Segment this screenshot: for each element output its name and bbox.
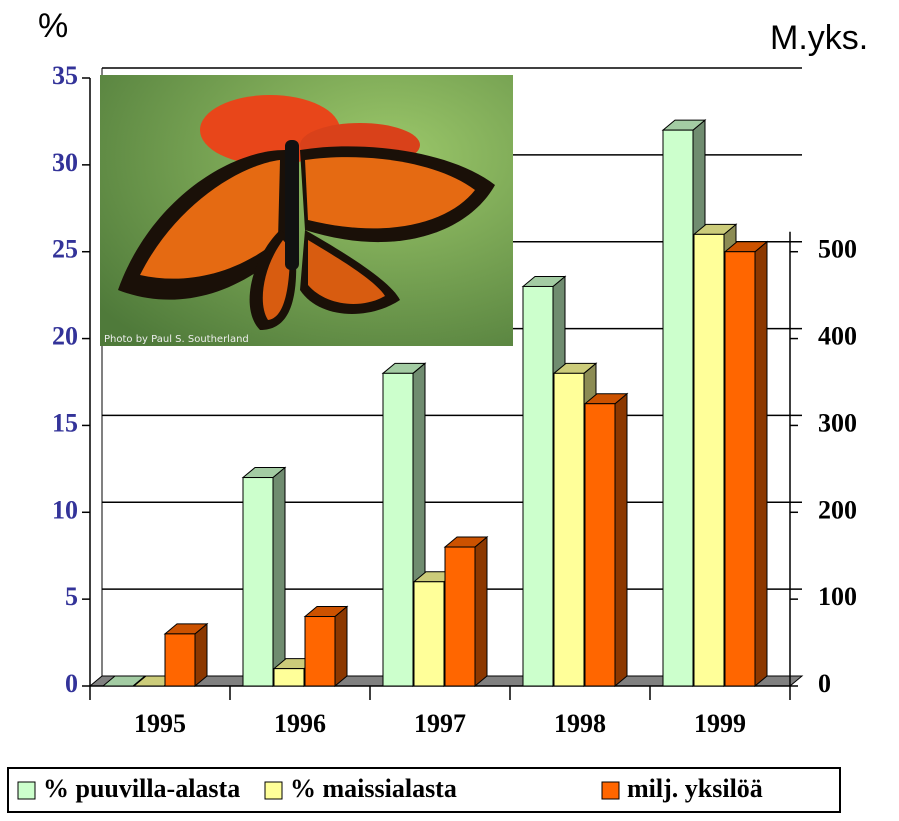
- y-tick-label: 20: [52, 322, 78, 351]
- legend-swatch: [18, 782, 35, 799]
- bar: [663, 130, 693, 686]
- y-tick-label: 15: [52, 408, 78, 437]
- y-axis-unit: %: [38, 7, 68, 45]
- y2-tick-label: 400: [818, 322, 857, 351]
- y2-axis-unit: M.yks.: [770, 19, 868, 57]
- x-tick-label: 1997: [414, 709, 466, 738]
- chart: % M.yks. 0 5 10 15 20 25 30 35 0 100 200 300 400 500 1…: [0, 0, 899, 816]
- y-tick-label: 30: [52, 148, 78, 177]
- y-tick-label: 0: [65, 669, 78, 698]
- bar: [243, 478, 273, 686]
- y2-tick-label: 100: [818, 582, 857, 611]
- bar: [523, 286, 553, 686]
- bar-side: [615, 394, 627, 686]
- bar: [414, 582, 444, 686]
- x-tick-label: 1995: [134, 709, 186, 738]
- legend-label: % puuvilla-alasta: [43, 774, 240, 803]
- photo-credit: Photo by Paul S. Southerland: [104, 334, 249, 345]
- y-tick-label: 35: [52, 61, 78, 90]
- bar: [445, 547, 475, 686]
- y2-tick-label: 500: [818, 235, 857, 264]
- legend-swatch: [602, 782, 619, 799]
- bar: [305, 617, 335, 686]
- bar-side: [475, 537, 487, 686]
- bar-side: [755, 242, 767, 686]
- y2-tick-label: 0: [818, 669, 831, 698]
- y2-tick-label: 200: [818, 495, 857, 524]
- bar: [694, 234, 724, 686]
- bar: [383, 373, 413, 686]
- x-tick-label: 1999: [694, 709, 746, 738]
- x-tick-label: 1998: [554, 709, 606, 738]
- bar: [725, 252, 755, 686]
- y-tick-label: 10: [52, 495, 78, 524]
- bar: [165, 634, 195, 686]
- bar: [585, 404, 615, 686]
- legend-label: milj. yksilöä: [627, 774, 763, 803]
- legend-label: % maissialasta: [290, 774, 457, 803]
- y-tick-label: 5: [65, 582, 78, 611]
- bar: [274, 669, 304, 686]
- bar-side: [273, 468, 285, 686]
- bar: [554, 373, 584, 686]
- photo: Photo by Paul S. Southerland: [100, 75, 513, 346]
- y2-tick-label: 300: [818, 408, 857, 437]
- legend-swatch: [265, 782, 282, 799]
- y-tick-label: 25: [52, 235, 78, 264]
- bar-side: [335, 607, 347, 686]
- legend-items: % puuvilla-alasta % maissialasta milj. yks…: [18, 774, 763, 803]
- x-tick-label: 1996: [274, 709, 326, 738]
- bar-side: [195, 624, 207, 686]
